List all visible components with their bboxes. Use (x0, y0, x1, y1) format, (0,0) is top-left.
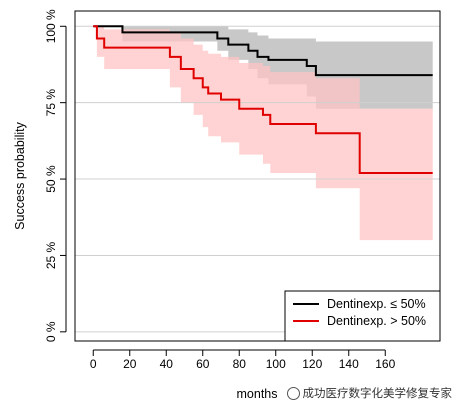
y-axis: 0 % 25 % 50 % 75 % 100 % (44, 9, 67, 342)
x-tick-label: 20 (123, 357, 137, 371)
legend-label-1: Dentinexp. ≤ 50% (327, 297, 426, 311)
y-axis-label: Success probability (13, 121, 27, 229)
x-tick-label: 40 (160, 357, 174, 371)
series-line-1 (93, 25, 433, 77)
y-tick-label: 0 % (44, 321, 58, 342)
x-tick-label: 100 (266, 357, 286, 371)
legend: Dentinexp. ≤ 50% Dentinexp. > 50% (284, 290, 441, 342)
confidence-bands (93, 26, 433, 241)
x-tick-label: 60 (196, 357, 210, 371)
y-tick-label: 25 % (44, 241, 58, 269)
survival-curves (93, 25, 433, 174)
y-tick-label: 75 % (44, 89, 58, 117)
watermark-logo-icon (286, 387, 300, 400)
x-axis: 0 20 40 60 80 100 120 140 160 (90, 349, 396, 371)
legend-label-2: Dentinexp. > 50% (327, 314, 426, 328)
x-tick-label: 0 (90, 357, 97, 371)
x-tick-label: 80 (233, 357, 247, 371)
plot-frame (74, 10, 441, 342)
legend-box (284, 290, 441, 342)
watermark-text: 成功医疗数字化美学修复专家 (302, 386, 453, 400)
x-tick-label: 140 (339, 357, 359, 371)
x-tick-label: 120 (302, 357, 322, 371)
y-tick-label: 50 % (44, 165, 58, 193)
series-line-2 (93, 25, 433, 174)
y-tick-label: 100 % (44, 9, 58, 43)
x-tick-label: 160 (375, 357, 395, 371)
confidence-band-2 (93, 26, 433, 241)
watermark: 成功医疗数字化美学修复专家 (286, 385, 453, 401)
x-axis-label: months (237, 387, 278, 401)
